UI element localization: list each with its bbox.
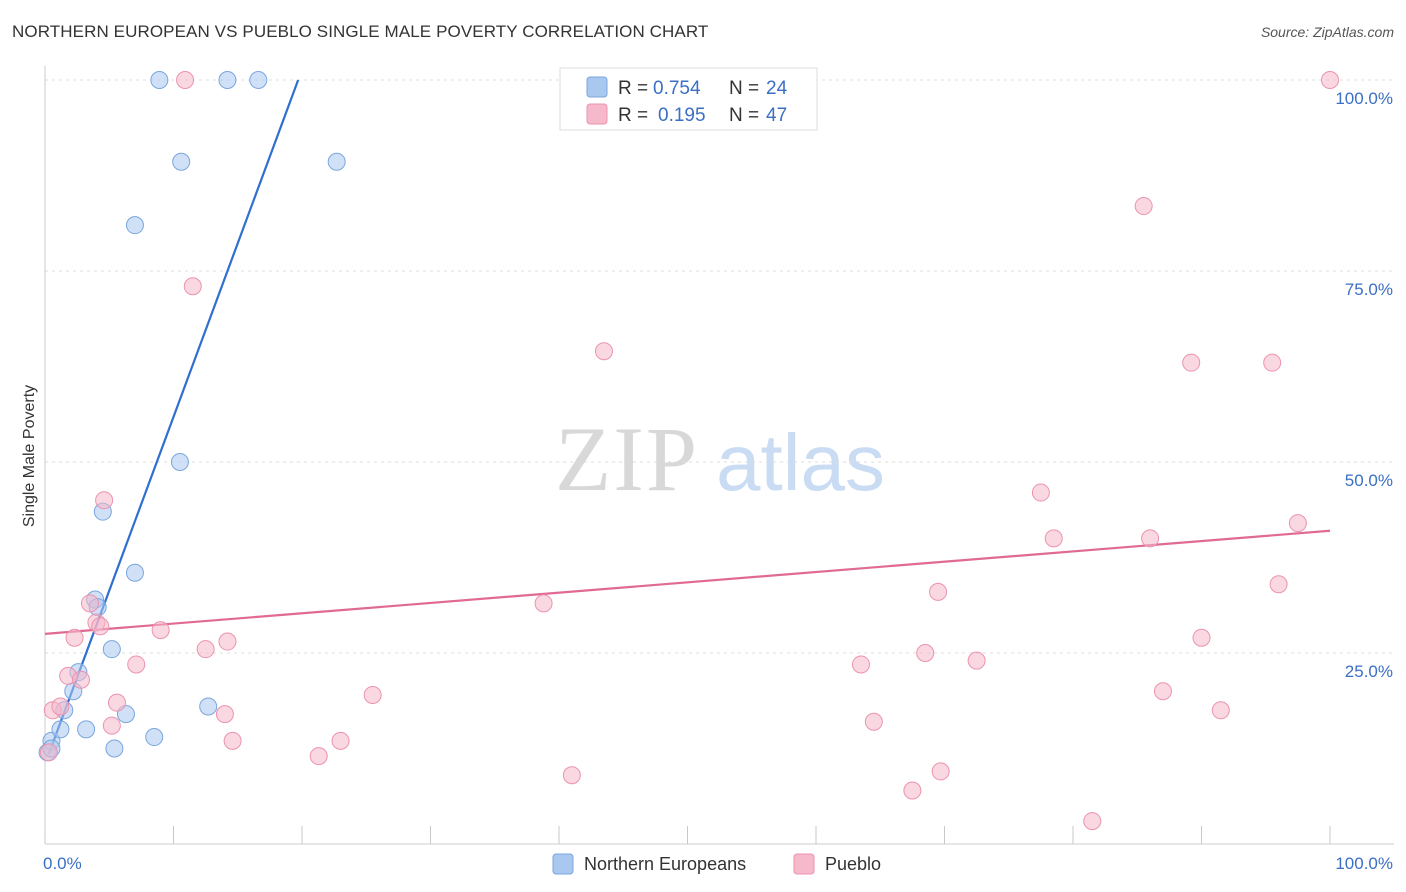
point-pueblo-16 (196, 640, 215, 659)
point-pueblo-45 (1321, 71, 1339, 89)
point-pueblo-15 (183, 277, 202, 296)
trend-lines (44, 79, 1331, 755)
point-northern-europeans-12 (105, 739, 124, 758)
point-northern-europeans-16 (145, 728, 164, 747)
point-northern-europeans-20 (199, 697, 218, 716)
legend-n-value-2: 47 (766, 105, 787, 126)
point-pueblo-31 (931, 762, 950, 781)
watermark-zip: ZIP (555, 408, 699, 510)
point-pueblo-2 (51, 697, 70, 716)
point-pueblo-27 (864, 712, 883, 731)
point-northern-europeans-7 (77, 720, 96, 739)
point-pueblo-9 (95, 491, 114, 510)
legend-n-label-1: N = (729, 78, 759, 99)
y-axis-title: Single Male Poverty (21, 385, 38, 527)
point-pueblo-29 (916, 644, 935, 662)
point-pueblo-19 (223, 731, 242, 750)
watermark-atlas: atlas (716, 418, 885, 507)
chart-source: Source: ZipAtlas.com (1260, 24, 1394, 40)
point-pueblo-5 (71, 670, 90, 689)
point-pueblo-20 (309, 747, 328, 766)
point-pueblo-44 (1288, 514, 1307, 533)
point-pueblo-22 (363, 686, 382, 705)
correlation-legend: R = 0.754 N = 24 R = 0.195 N = 47 (559, 67, 818, 131)
point-pueblo-8 (91, 617, 110, 636)
y-tick-label-75: 75.0% (1345, 280, 1393, 299)
point-pueblo-28 (903, 781, 922, 800)
point-pueblo-23 (534, 594, 553, 613)
legend-r-label-2: R = (618, 105, 648, 126)
data-points (38, 71, 1339, 831)
legend-n-value-1: 24 (766, 78, 788, 99)
legend-swatch-northern-europeans (586, 76, 608, 98)
point-pueblo-24 (562, 766, 581, 785)
point-pueblo-13 (151, 621, 170, 640)
point-pueblo-10 (102, 716, 121, 735)
legend-n-label-2: N = (729, 105, 759, 126)
point-pueblo-17 (215, 705, 234, 724)
series-legend-label-northern-europeans: Northern Europeans (584, 854, 746, 874)
point-northern-europeans-21 (218, 71, 237, 89)
chart-title: NORTHERN EUROPEAN VS PUEBLO SINGLE MALE … (12, 22, 709, 41)
point-pueblo-21 (331, 731, 350, 750)
point-pueblo-33 (1031, 483, 1050, 502)
point-northern-europeans-23 (327, 152, 346, 171)
series-legend-swatch-pueblo (793, 853, 815, 875)
point-northern-europeans-11 (102, 640, 121, 659)
series-legend: Northern Europeans Pueblo (552, 853, 881, 875)
y-tick-label-25: 25.0% (1345, 662, 1393, 681)
point-northern-europeans-18 (172, 152, 191, 171)
point-pueblo-38 (1153, 682, 1172, 701)
point-pueblo-6 (80, 594, 99, 613)
point-northern-europeans-15 (125, 563, 144, 582)
point-pueblo-40 (1192, 628, 1211, 647)
point-pueblo-37 (1141, 529, 1160, 548)
point-pueblo-32 (967, 651, 986, 670)
y-tick-label-100: 100.0% (1335, 89, 1393, 108)
point-pueblo-36 (1134, 197, 1153, 216)
x-tick-label-max: 100.0% (1335, 854, 1393, 873)
point-pueblo-43 (1269, 575, 1288, 594)
point-pueblo-0 (39, 743, 58, 762)
point-northern-europeans-3 (51, 720, 70, 739)
point-pueblo-30 (929, 582, 948, 601)
series-legend-swatch-northern-europeans (552, 853, 574, 875)
point-pueblo-11 (107, 693, 126, 712)
point-pueblo-35 (1083, 812, 1102, 831)
series-legend-label-pueblo: Pueblo (825, 854, 881, 874)
legend-r-value-1: 0.754 (653, 78, 701, 99)
point-pueblo-39 (1182, 353, 1201, 372)
legend-r-label-1: R = (618, 78, 648, 99)
point-pueblo-42 (1263, 353, 1282, 372)
point-pueblo-4 (65, 628, 84, 647)
point-pueblo-34 (1044, 529, 1063, 548)
watermark: ZIP atlas (555, 408, 885, 510)
point-pueblo-18 (218, 632, 237, 651)
trend-line-northern-europeans (47, 79, 300, 755)
point-pueblo-12 (127, 655, 146, 674)
point-pueblo-26 (851, 655, 870, 674)
y-axis-tick-labels: 25.0% 50.0% 75.0% 100.0% (1335, 89, 1393, 681)
point-pueblo-41 (1211, 701, 1230, 720)
y-tick-label-50: 50.0% (1345, 471, 1393, 490)
point-northern-europeans-14 (125, 216, 144, 235)
point-northern-europeans-22 (249, 71, 268, 89)
point-pueblo-14 (176, 71, 195, 89)
legend-swatch-pueblo (586, 103, 608, 125)
point-northern-europeans-19 (170, 453, 189, 471)
legend-r-value-2: 0.195 (658, 105, 706, 126)
x-tick-label-min: 0.0% (43, 854, 82, 873)
trend-line-pueblo (44, 529, 1331, 635)
point-northern-europeans-17 (150, 71, 169, 89)
point-pueblo-25 (594, 342, 613, 361)
